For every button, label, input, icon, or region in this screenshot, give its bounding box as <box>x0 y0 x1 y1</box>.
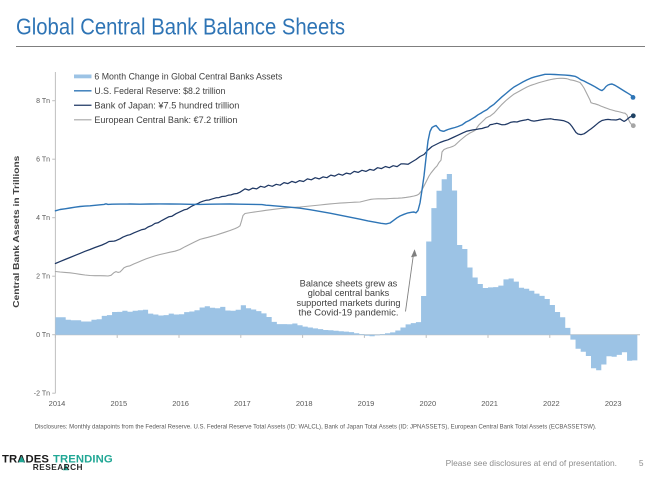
svg-text:2017: 2017 <box>234 399 251 408</box>
svg-text:RESEARCH: RESEARCH <box>33 462 83 472</box>
svg-text:2023: 2023 <box>605 399 622 408</box>
svg-text:2019: 2019 <box>358 399 375 408</box>
svg-text:6 Month Change in Global Centr: 6 Month Change in Global Central Banks A… <box>94 72 282 82</box>
svg-text:2021: 2021 <box>481 399 498 408</box>
svg-text:global central banks: global central banks <box>308 288 390 298</box>
svg-text:6 Tn: 6 Tn <box>36 157 50 164</box>
svg-text:2015: 2015 <box>110 399 127 408</box>
svg-text:5: 5 <box>639 458 644 468</box>
svg-text:-2 Tn: -2 Tn <box>34 391 50 398</box>
svg-text:2016: 2016 <box>172 399 189 408</box>
svg-text:2014: 2014 <box>49 399 66 408</box>
svg-text:2020: 2020 <box>419 399 436 408</box>
svg-text:Disclosures: Monthly datapoint: Disclosures: Monthly datapoints from the… <box>35 424 597 431</box>
svg-text:European Central Bank: €7.2 t: European Central Bank: €7.2 trillion <box>94 115 237 125</box>
svg-text:Balance sheets grew as: Balance sheets grew as <box>300 278 398 288</box>
svg-text:TRADES: TRADES <box>2 453 49 465</box>
svg-text:Please see disclosures at end: Please see disclosures at end of present… <box>446 458 617 468</box>
svg-text:U.S. Federal Reserve: $8.2 tr: U.S. Federal Reserve: $8.2 trillion <box>94 86 225 96</box>
svg-text:0 Tn: 0 Tn <box>36 332 50 339</box>
svg-text:Central Bank Assets in Trillio: Central Bank Assets in Trillions <box>12 155 21 308</box>
svg-text:Bank of Japan: ¥7.5 hundred t: Bank of Japan: ¥7.5 hundred trillion <box>94 100 239 110</box>
svg-text:8 Tn: 8 Tn <box>36 98 50 105</box>
svg-text:2018: 2018 <box>296 399 313 408</box>
svg-text:2 Tn: 2 Tn <box>36 274 50 281</box>
svg-text:supported markets during: supported markets during <box>297 298 401 308</box>
svg-text:the Covid-19 pandemic.: the Covid-19 pandemic. <box>299 308 399 318</box>
svg-text:4 Tn: 4 Tn <box>36 215 50 222</box>
svg-text:2022: 2022 <box>543 399 560 408</box>
svg-text:TRENDING: TRENDING <box>53 453 113 465</box>
svg-text:Global Central Bank Balance Sh: Global Central Bank Balance Sheets <box>16 14 345 40</box>
